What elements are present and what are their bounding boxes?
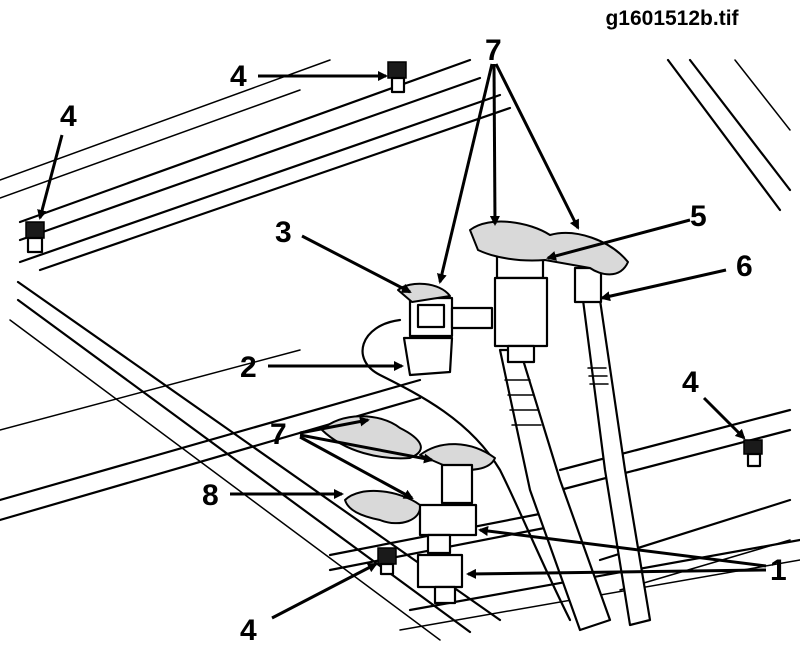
bolt-icon bbox=[25, 221, 45, 254]
callout-8: 8 bbox=[202, 479, 219, 512]
cap-plug-item-8 bbox=[344, 489, 422, 525]
bolt-icon bbox=[743, 439, 763, 468]
cap-plug-lower-1 bbox=[321, 415, 422, 460]
callout-4: 4 bbox=[240, 614, 257, 647]
callout-4: 4 bbox=[682, 366, 699, 399]
fitting-item-6 bbox=[573, 266, 603, 304]
switch-item-3 bbox=[408, 296, 494, 338]
callout-2: 2 bbox=[240, 351, 257, 384]
callout-6: 6 bbox=[736, 250, 753, 283]
callout-4: 4 bbox=[60, 100, 77, 133]
frame-structure bbox=[0, 58, 800, 641]
bolt-icon bbox=[377, 547, 397, 576]
callout-1: 1 bbox=[770, 554, 787, 587]
bolt-icon bbox=[387, 61, 407, 94]
lower-fittings-item-1 bbox=[416, 463, 478, 605]
leader-lines bbox=[37, 63, 767, 620]
connector-item-2 bbox=[402, 336, 454, 377]
callout-7: 7 bbox=[485, 34, 502, 67]
file-label: g1601512b.tif bbox=[605, 7, 739, 30]
callout-5: 5 bbox=[690, 200, 707, 233]
sensor-wire bbox=[361, 318, 572, 622]
tee-fitting-item-5 bbox=[493, 248, 549, 364]
callout-3: 3 bbox=[275, 216, 292, 249]
callout-7: 7 bbox=[270, 418, 287, 451]
callout-4: 4 bbox=[230, 60, 247, 93]
cap-plug-upper bbox=[469, 220, 629, 276]
